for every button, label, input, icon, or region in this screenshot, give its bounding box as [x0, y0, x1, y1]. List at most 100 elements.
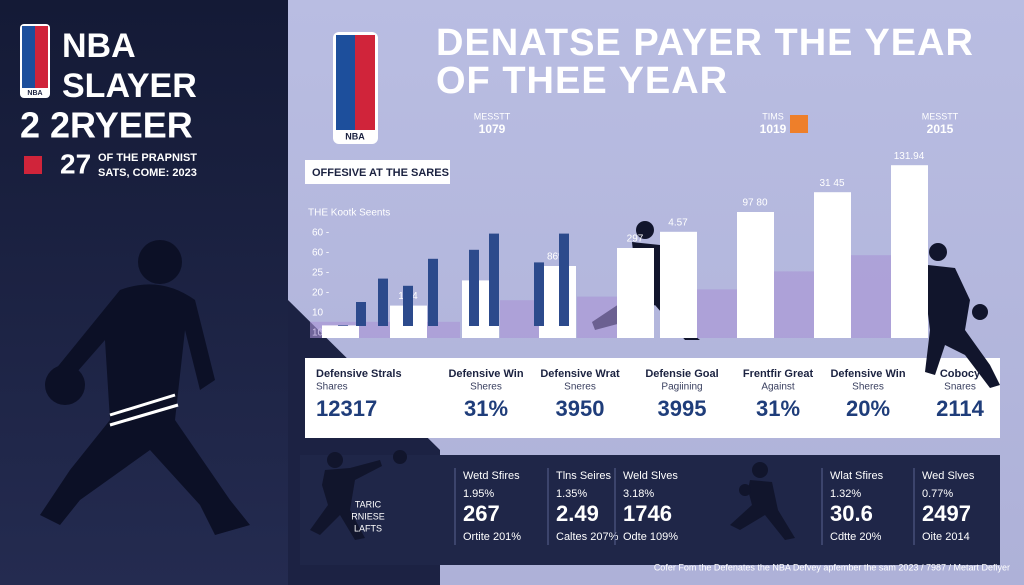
bar: [814, 192, 851, 338]
bar: [539, 266, 576, 338]
card-value: 30.6: [830, 501, 873, 526]
bar: [534, 262, 544, 326]
chart-subtitle: THE Kootk Seents: [308, 208, 390, 219]
bar-band: [697, 289, 737, 338]
left-title: SLAYER: [62, 67, 197, 105]
bar: [891, 165, 928, 338]
stats-panel: [305, 358, 1000, 438]
data-label: 297: [627, 234, 644, 245]
card-label: Tlns Seires: [556, 470, 612, 482]
stat-sub: Against: [761, 382, 795, 393]
stat-sub: Shares: [316, 382, 348, 393]
stat-label: Defensive Win: [448, 368, 523, 380]
section-label-box: [305, 160, 450, 184]
card-label: Wlat Sfires: [830, 470, 884, 482]
card-foot: Odte 109%: [623, 531, 678, 543]
y-tick-label: 20 -: [312, 288, 329, 299]
y-tick-label: 60 -: [312, 248, 329, 259]
footer: Cofer Fom the Defenates the NBA Defvey a…: [654, 562, 1010, 572]
left-title: 2 2RYEER: [20, 105, 193, 146]
bar: [356, 302, 366, 326]
data-label: 31 45: [819, 178, 844, 189]
bar-band: [774, 271, 814, 338]
logo: NBA: [333, 32, 378, 144]
bar-band: [851, 255, 891, 338]
bar-band: [500, 300, 540, 338]
card-value: 2497: [922, 501, 971, 526]
column-value: 2015: [927, 122, 954, 136]
caption: LAFTS: [354, 523, 382, 533]
left-title: NBA: [62, 27, 136, 65]
section-label: OFFESIVE AT THE SARES: [312, 167, 449, 179]
bar: [617, 248, 654, 338]
bar-band: [577, 296, 617, 338]
stat-label: Defensive Win: [830, 368, 905, 380]
card-foot: Oite 2014: [922, 531, 970, 543]
caption: RNIESE: [351, 511, 385, 521]
player-silhouette: [40, 240, 250, 535]
stripe: [109, 393, 176, 417]
card-pct: 1.32%: [830, 488, 861, 500]
logo: NBA: [20, 24, 50, 98]
left-stat-text: OF THE PRAPNIST: [98, 152, 197, 164]
bar: [428, 258, 438, 326]
bar: [489, 233, 499, 326]
stat-label: Cobocy: [940, 368, 981, 380]
card-value: 1746: [623, 501, 672, 526]
card-value: 267: [463, 501, 500, 526]
column-value: 1079: [479, 122, 506, 136]
bar: [660, 231, 697, 338]
logo-text: NBA: [345, 131, 365, 141]
column-label: MESSTT: [922, 111, 959, 121]
stat-sub: Sneres: [564, 382, 596, 393]
y-tick-label: 10: [312, 308, 324, 319]
data-label: 131.94: [894, 151, 925, 162]
stat-sub: Sheres: [470, 382, 502, 393]
column-label: TIMS: [762, 111, 784, 121]
column-label: MESSTT: [474, 111, 511, 121]
bar: [469, 249, 479, 326]
stat-sub: Sheres: [852, 382, 884, 393]
marker: [790, 115, 808, 133]
caption: TARIC: [355, 499, 382, 509]
bar: [403, 285, 413, 326]
ball: [393, 450, 407, 464]
stat-value: 3995: [658, 396, 707, 421]
card-label: Wetd Sfires: [463, 470, 520, 482]
left-stat: 27: [60, 148, 91, 179]
stat-label: Frentfir Great: [743, 368, 814, 380]
card-pct: 1.95%: [463, 488, 494, 500]
stat-value: 31%: [756, 396, 800, 421]
card-foot: Cdtte 20%: [830, 531, 882, 543]
data-label: 4.57: [668, 217, 688, 228]
y-tick-label: 60 -: [312, 228, 329, 239]
bar: [338, 325, 348, 326]
title: DENATSE PAYER THE YEAR: [436, 22, 974, 64]
ball: [739, 484, 751, 496]
stat-sub: Pagiining: [661, 382, 702, 393]
y-tick-label: 25 -: [312, 268, 329, 279]
card-pct: 1.35%: [556, 488, 587, 500]
card-pct: 0.77%: [922, 488, 953, 500]
stat-value: 31%: [464, 396, 508, 421]
card-foot: Caltes 207%: [556, 531, 619, 543]
stat-sub: Snares: [944, 382, 976, 393]
data-label: 97 80: [742, 198, 767, 209]
title: OF THEE YEAR: [436, 60, 728, 102]
stat-value: 12317: [316, 396, 377, 421]
bar: [378, 278, 388, 326]
stat-label: Defensive Strals: [316, 368, 402, 380]
bar: [737, 212, 774, 338]
card-value: 2.49: [556, 501, 599, 526]
card-label: Wed Slves: [922, 470, 975, 482]
bar: [322, 325, 359, 338]
card-pct: 3.18%: [623, 488, 654, 500]
marker: [24, 156, 42, 174]
column-value: 1019: [760, 122, 787, 136]
stripe: [109, 403, 179, 427]
stat-value: 3950: [556, 396, 605, 421]
stat-value: 20%: [846, 396, 890, 421]
logo-text: NBA: [27, 90, 42, 97]
bottom-panel: [300, 455, 1000, 565]
